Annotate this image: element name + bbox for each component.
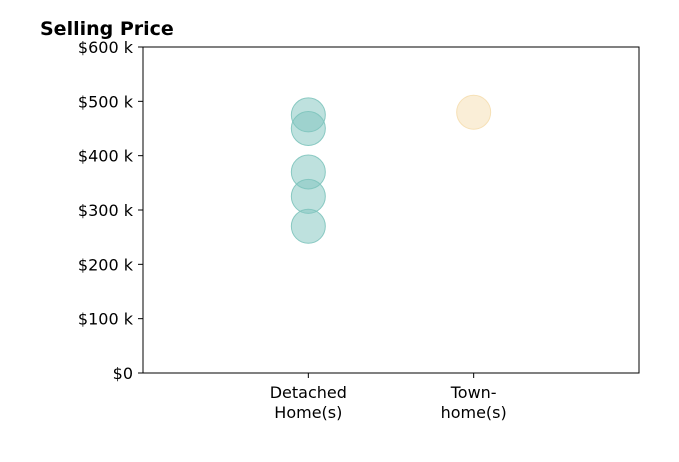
data-point — [290, 208, 326, 244]
y-tick-label: $300 k — [78, 201, 134, 220]
data-point — [290, 111, 326, 146]
x-tick-label: Detached — [270, 383, 347, 402]
y-tick-label: $400 k — [78, 147, 134, 166]
y-tick-label: $600 k — [78, 38, 134, 57]
data-point — [290, 178, 326, 214]
chart-title: Selling Price — [40, 18, 174, 40]
plot-area: $0 $100 k $200 k $300 k $400 k $500 k $600 k De… — [78, 38, 640, 422]
x-tick-label: Home(s) — [274, 403, 342, 422]
x-tick-label: Town- — [450, 383, 497, 402]
y-tick-label: $200 k — [78, 255, 134, 274]
plot-frame — [142, 46, 640, 374]
y-tick-label: $500 k — [78, 92, 134, 111]
data-point — [456, 94, 492, 130]
y-tick-label: $100 k — [78, 310, 134, 329]
y-tick-label: $0 — [113, 364, 133, 383]
x-tick-label: home(s) — [441, 403, 507, 422]
